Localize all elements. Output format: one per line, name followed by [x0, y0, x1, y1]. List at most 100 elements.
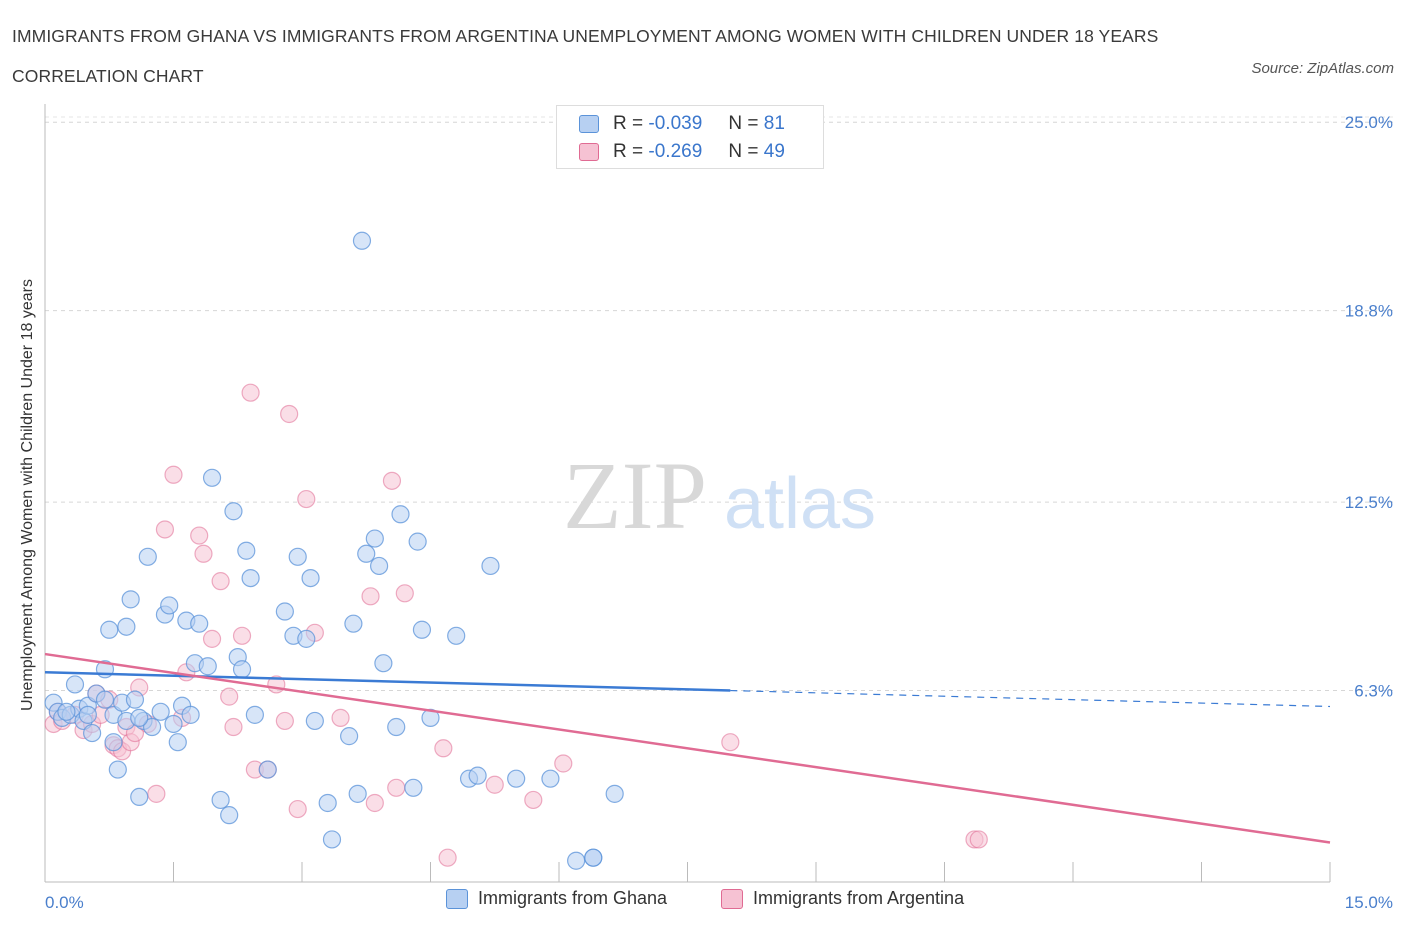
- x-tick-label: 0.0%: [45, 893, 84, 912]
- ghana-point: [275, 602, 294, 621]
- ghana-point: [151, 702, 170, 721]
- ghana-point: [344, 614, 363, 633]
- ghana-point: [65, 675, 85, 694]
- ghana-point: [224, 502, 243, 521]
- ghana-point: [391, 505, 410, 524]
- ghana-point: [288, 547, 307, 566]
- ghana-point: [57, 702, 76, 721]
- ghana-point: [447, 626, 466, 645]
- watermark-atlas: atlas: [724, 464, 876, 544]
- ghana-point: [237, 541, 256, 560]
- trend-lines: [44, 652, 1331, 844]
- argentina-point: [194, 544, 213, 563]
- ghana-point: [138, 547, 157, 566]
- ghana-point: [117, 617, 136, 636]
- ghana-point: [181, 705, 200, 724]
- grid-lines: [45, 116, 1395, 692]
- ghana-point: [507, 769, 526, 788]
- ghana-point: [258, 760, 277, 779]
- ghana-point: [567, 851, 586, 870]
- legend-n-label: N =: [728, 141, 759, 162]
- legend-n-label: N =: [728, 113, 759, 134]
- argentina-point: [382, 471, 402, 490]
- ghana-point: [404, 778, 423, 797]
- ghana-points: [44, 231, 624, 870]
- ghana-point: [211, 790, 230, 810]
- bottom-legend-argentina: Immigrants from Argentina: [721, 888, 964, 909]
- ghana-legend-label: Immigrants from Ghana: [478, 888, 668, 908]
- ghana-point: [340, 727, 359, 746]
- ghana-point: [408, 532, 427, 551]
- ghana-point: [104, 733, 123, 752]
- argentina-point: [220, 687, 239, 706]
- axes: [44, 104, 1331, 883]
- correlation-legend: R = -0.039 N = 81 R = -0.269 N = 49: [556, 105, 824, 169]
- argentina-point: [438, 848, 457, 867]
- ghana-point: [584, 848, 603, 867]
- watermark-zip: ZIP: [563, 442, 707, 549]
- ghana-point: [142, 717, 162, 737]
- argentina-point: [190, 526, 209, 545]
- chart-title: IMMIGRANTS FROM GHANA VS IMMIGRANTS FROM…: [12, 26, 1159, 86]
- ghana-point: [125, 690, 145, 709]
- argentina-point: [485, 775, 504, 794]
- ghana-point: [190, 614, 209, 633]
- argentina-trend-line: [44, 652, 1331, 844]
- argentina-point: [297, 489, 316, 509]
- argentina-point: [164, 465, 183, 484]
- ghana-point: [301, 568, 320, 588]
- ghana-point: [357, 544, 376, 563]
- ghana-point: [365, 529, 384, 548]
- legend-r-label: R =: [613, 113, 644, 134]
- ghana-point: [374, 654, 393, 673]
- argentina-point: [232, 626, 252, 645]
- ghana-trend-extension: [730, 689, 1331, 708]
- argentina-point: [275, 711, 294, 731]
- ghana-point: [412, 620, 432, 639]
- ghana-point: [108, 760, 127, 779]
- legend-ghana-r: -0.039: [648, 113, 703, 134]
- ghana-point: [220, 806, 239, 825]
- y-tick-label: 18.8%: [1345, 302, 1393, 321]
- ghana-point: [481, 556, 500, 576]
- ghana-point: [241, 568, 260, 588]
- argentina-point: [241, 383, 260, 402]
- argentina-point: [224, 717, 243, 737]
- y-tick-label: 25.0%: [1345, 113, 1393, 132]
- ghana-point: [468, 766, 487, 785]
- argentina-point: [434, 739, 453, 758]
- source-label: Source: ZipAtlas.com: [1251, 60, 1394, 77]
- legend-argentina-n: 49: [763, 141, 785, 162]
- argentina-legend-swatch: [721, 888, 743, 909]
- y-tick-label: 12.5%: [1345, 493, 1393, 512]
- argentina-point: [365, 793, 384, 813]
- ghana-point: [387, 717, 406, 737]
- ghana-point: [318, 793, 337, 813]
- argentina-point: [969, 830, 988, 849]
- legend-row-argentina: R = -0.269 N = 49: [579, 139, 785, 165]
- argentina-point: [524, 790, 543, 810]
- ghana-point: [605, 784, 624, 803]
- tick-labels: 6.3% 12.5% 18.8% 25.0% 0.0% 15.0%: [45, 113, 1393, 912]
- ghana-point: [168, 733, 187, 752]
- ghana-point: [78, 705, 97, 724]
- y-tick-label: 6.3%: [1354, 682, 1393, 701]
- ghana-point: [541, 769, 560, 788]
- ghana-point: [322, 830, 342, 849]
- argentina-point: [387, 778, 406, 797]
- ghana-legend-swatch: [446, 888, 468, 909]
- ghana-point: [130, 787, 149, 807]
- argentina-point: [147, 784, 166, 803]
- ghana-point: [370, 556, 389, 576]
- ghana-point: [100, 620, 119, 639]
- ghana-trend-line: [44, 671, 731, 692]
- ghana-point: [95, 690, 115, 709]
- ghana-point: [198, 657, 217, 676]
- ghana-point: [202, 468, 222, 487]
- bottom-legend-ghana: Immigrants from Ghana: [446, 888, 667, 909]
- ghana-point: [352, 231, 372, 250]
- argentina-point: [288, 799, 307, 819]
- ghana-point: [121, 590, 140, 609]
- argentina-point: [202, 629, 222, 648]
